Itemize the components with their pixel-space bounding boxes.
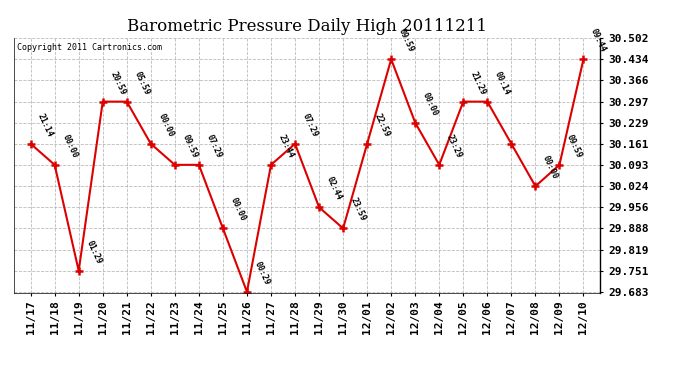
Text: 00:00: 00:00 — [60, 133, 79, 159]
Text: 21:14: 21:14 — [36, 112, 55, 138]
Text: Copyright 2011 Cartronics.com: Copyright 2011 Cartronics.com — [17, 43, 161, 52]
Text: 09:59: 09:59 — [180, 133, 199, 159]
Text: 00:00: 00:00 — [157, 112, 175, 138]
Text: 05:59: 05:59 — [132, 70, 151, 96]
Text: 07:29: 07:29 — [204, 133, 223, 159]
Text: 21:29: 21:29 — [469, 70, 488, 96]
Text: 23:29: 23:29 — [445, 133, 464, 159]
Text: 02:44: 02:44 — [324, 175, 344, 202]
Text: 09:44: 09:44 — [589, 27, 608, 54]
Title: Barometric Pressure Daily High 20111211: Barometric Pressure Daily High 20111211 — [127, 18, 487, 34]
Text: 07:29: 07:29 — [301, 112, 319, 138]
Text: 22:59: 22:59 — [373, 112, 391, 138]
Text: 00:00: 00:00 — [421, 91, 440, 117]
Text: 00:14: 00:14 — [493, 70, 511, 96]
Text: 20:59: 20:59 — [108, 70, 127, 96]
Text: 09:59: 09:59 — [565, 133, 584, 159]
Text: 23:44: 23:44 — [277, 133, 295, 159]
Text: 00:29: 00:29 — [253, 260, 271, 286]
Text: 01:29: 01:29 — [84, 239, 103, 265]
Text: 23:59: 23:59 — [348, 196, 367, 223]
Text: 00:00: 00:00 — [541, 154, 560, 181]
Text: 09:59: 09:59 — [397, 27, 415, 54]
Text: 00:00: 00:00 — [228, 196, 247, 223]
